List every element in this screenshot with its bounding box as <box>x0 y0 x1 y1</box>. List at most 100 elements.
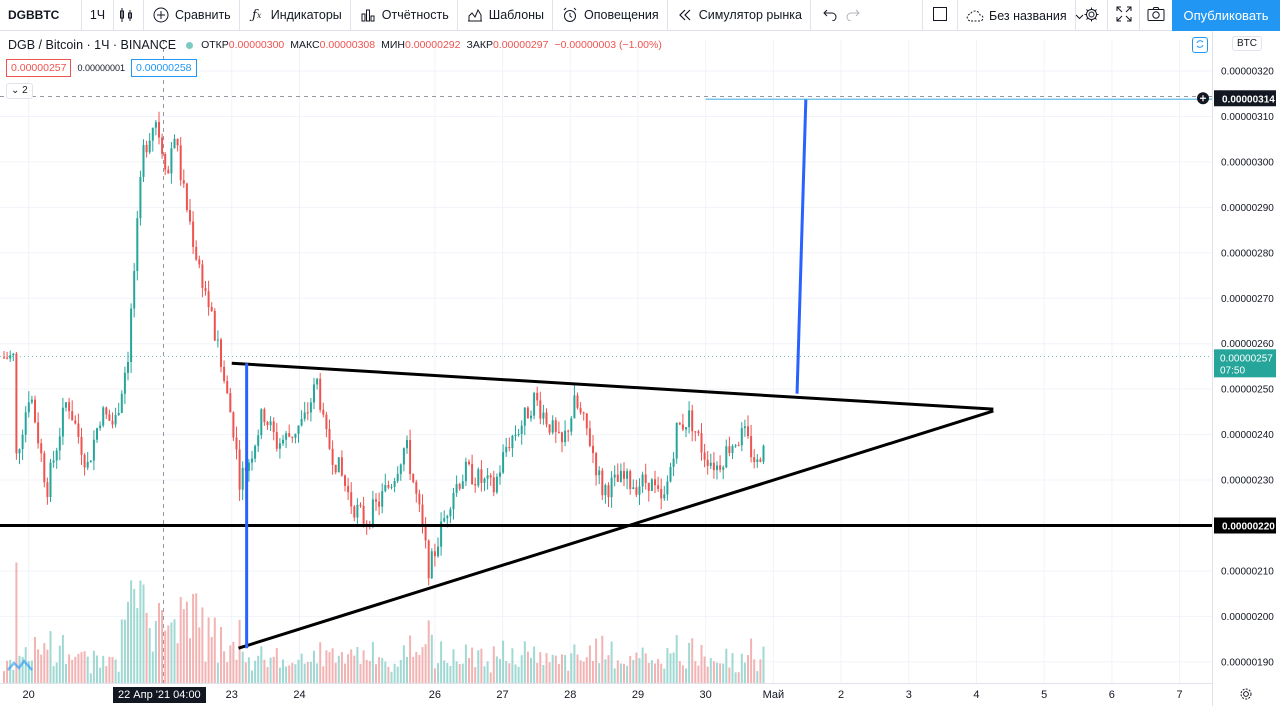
axis-settings-icon[interactable] <box>1238 686 1254 702</box>
candle-body <box>737 445 740 447</box>
candle-body <box>632 487 635 490</box>
layout-name-button[interactable]: Без названия <box>958 0 1083 31</box>
volume-bar <box>424 644 427 683</box>
volume-bar <box>189 638 191 683</box>
symbol-search-button[interactable]: DGBBTC <box>0 0 82 31</box>
candle-body <box>647 482 650 491</box>
fullscreen-button[interactable] <box>1108 0 1140 31</box>
layout-select-button[interactable] <box>922 0 958 31</box>
candle-body <box>471 464 474 485</box>
candle-body <box>427 540 430 579</box>
undo-icon[interactable] <box>823 7 837 24</box>
candle-body <box>585 413 588 429</box>
volume-bar <box>309 661 312 683</box>
candle-body <box>480 469 483 483</box>
bar-replay-button[interactable]: Симулятор рынка <box>668 0 811 31</box>
time-tick-label: 3 <box>906 689 912 701</box>
timeframe-button[interactable]: 1Ч <box>82 0 114 31</box>
redo-icon[interactable] <box>846 7 861 24</box>
volume-bar <box>145 612 148 683</box>
candle-body <box>74 420 77 424</box>
candle-body <box>595 453 598 476</box>
high-value: 0.00000308 <box>319 39 376 51</box>
volume-bar <box>381 658 384 683</box>
volume-bar <box>136 608 139 683</box>
volume-bar <box>461 663 464 683</box>
legend-title[interactable]: DGB / Bitcoin · 1Ч · BINANCE <box>8 38 177 52</box>
currency-button[interactable]: BTC <box>1232 36 1262 51</box>
candle-body <box>30 399 33 403</box>
volume-bar <box>251 670 253 683</box>
volume-bar <box>638 658 641 683</box>
volume-bar <box>520 655 523 683</box>
candle-body <box>123 372 126 394</box>
candle-body <box>9 355 12 359</box>
candle-body <box>89 460 92 462</box>
price-tick-label: 0.00000260 <box>1221 339 1274 350</box>
volume-bar <box>12 669 15 683</box>
candle-body <box>96 428 98 440</box>
candle-body <box>734 445 737 447</box>
candle-body <box>523 407 526 426</box>
volume-bar <box>576 654 579 683</box>
candle-body <box>759 459 762 462</box>
sync-button[interactable] <box>1192 37 1208 53</box>
alerts-button[interactable]: Оповещения <box>553 0 668 31</box>
candle-body <box>220 339 222 367</box>
volume-bar <box>80 652 83 683</box>
price-tick-label: 0.00000310 <box>1221 112 1274 123</box>
publish-button[interactable]: Опубликовать <box>1172 0 1280 31</box>
candle-body <box>127 361 129 373</box>
volume-bar <box>170 622 173 683</box>
candle-body <box>750 436 753 458</box>
candle-body <box>133 271 136 309</box>
volume-bar <box>201 607 204 683</box>
compare-button[interactable]: Сравнить <box>144 0 240 31</box>
volume-bar <box>68 654 71 683</box>
templates-button[interactable]: Шаблоны <box>458 0 554 31</box>
price-chart[interactable]: 0.00000190 0.00000200 0.00000210 0.00000220… <box>0 31 1280 706</box>
sell-price-button[interactable]: 0.00000257 <box>6 59 72 77</box>
candle-body <box>396 474 399 481</box>
volume-bar <box>666 647 669 683</box>
candle-body <box>514 434 517 436</box>
close-label: ЗАКР <box>466 39 493 51</box>
settings-button[interactable] <box>1076 0 1108 31</box>
volume-bar <box>220 626 222 683</box>
candle-body <box>18 449 21 454</box>
volume-bar <box>570 653 573 683</box>
volume-bar <box>756 671 759 683</box>
volume-bar <box>278 667 281 683</box>
candle-body <box>669 466 672 482</box>
candle-body <box>77 423 80 437</box>
financials-button[interactable]: Отчётность <box>351 0 458 31</box>
volume-bar <box>747 654 749 683</box>
low-value: 0.00000292 <box>405 39 461 51</box>
volume-bar <box>325 650 328 683</box>
candle-body <box>644 474 647 483</box>
candle-body <box>402 448 405 465</box>
templates-icon <box>466 6 484 24</box>
volume-bar <box>127 601 129 683</box>
volume-bar <box>244 662 247 683</box>
volume-bar <box>356 647 359 683</box>
buy-price-button[interactable]: 0.00000258 <box>131 59 197 77</box>
price-tick-label: 0.00000300 <box>1221 157 1274 168</box>
snapshot-button[interactable] <box>1140 0 1172 31</box>
volume-bar <box>182 609 185 683</box>
volume-bar <box>247 657 250 683</box>
volume-bar <box>27 660 30 683</box>
tradingview-logo[interactable] <box>7 654 33 676</box>
volume-bar <box>511 648 514 683</box>
legend-high: МАКС0.00000308 <box>290 39 377 51</box>
candle-body <box>654 479 656 486</box>
candle-body <box>6 357 9 359</box>
candle-body <box>477 469 480 486</box>
chart-type-button[interactable] <box>114 0 144 31</box>
indicators-collapse-button[interactable]: ⌄ 2 <box>6 83 33 99</box>
market-status-dot <box>186 41 194 49</box>
candle-body <box>325 414 328 430</box>
volume-bar <box>548 662 551 683</box>
candle-body <box>567 430 570 432</box>
